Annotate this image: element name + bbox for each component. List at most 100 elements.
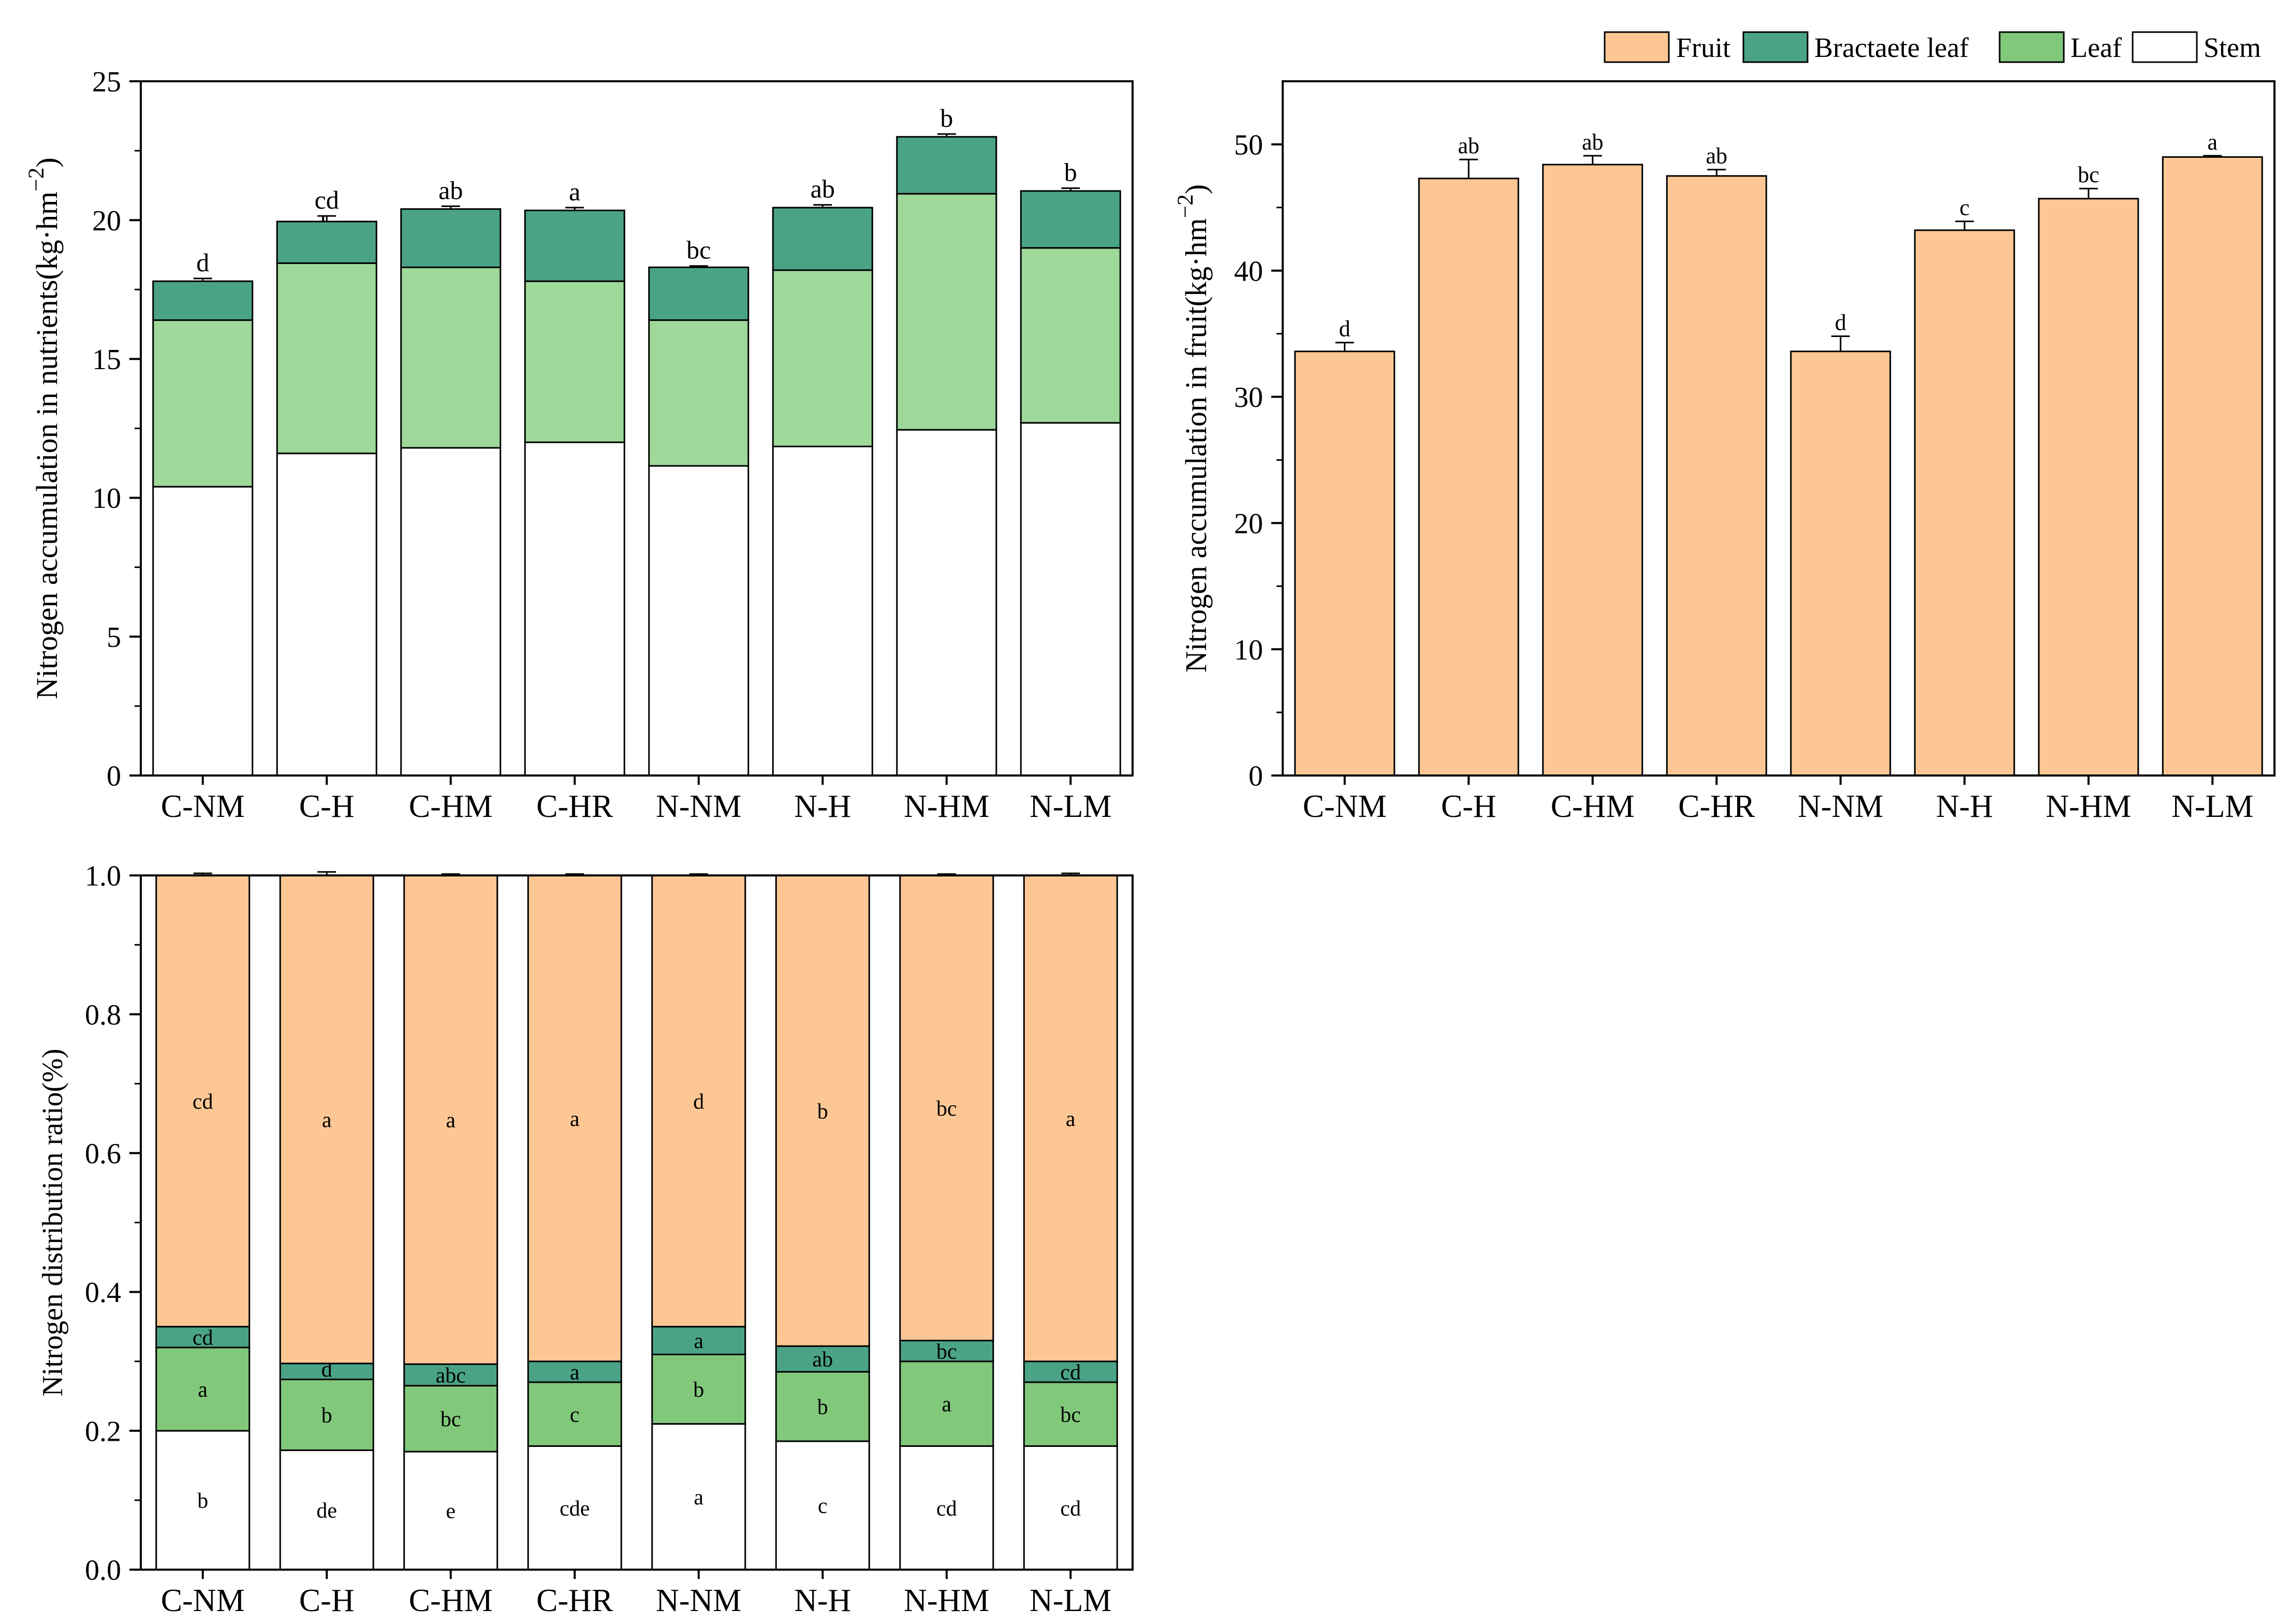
bar-bractaete-leaf-n-h bbox=[775, 1345, 870, 1373]
bar-fruit-n-hm bbox=[899, 874, 994, 1341]
legend-swatch bbox=[2132, 31, 2198, 63]
bar-bractaete-leaf-c-h bbox=[276, 221, 377, 264]
significance-letter-bractaete-leaf-c-nm: cd bbox=[193, 1326, 213, 1350]
significance-letter-fruit-c-hm: ab bbox=[1582, 129, 1604, 155]
bar-stem-c-nm bbox=[155, 1430, 251, 1571]
series-leaf: bcbbbccbabc bbox=[152, 158, 1121, 488]
legend-swatch bbox=[1999, 31, 2065, 63]
significance-letter-bractaete-leaf-n-h: ab bbox=[812, 1348, 833, 1372]
significance-letter-fruit-c-hr: a bbox=[570, 1107, 580, 1131]
y-tick-label: 10 bbox=[1234, 634, 1263, 666]
bar-stem-n-nm bbox=[648, 465, 750, 777]
significance-letter-bractaete-leaf-c-hm: ab bbox=[438, 175, 463, 204]
y-tick-label: 0.0 bbox=[85, 1555, 121, 1587]
significance-letter-stem-n-lm: cd bbox=[1060, 1497, 1081, 1520]
bar-stem-n-h bbox=[775, 1440, 870, 1571]
significance-letter-fruit-n-h: b bbox=[817, 1100, 828, 1123]
y-tick-label: 50 bbox=[1234, 129, 1263, 162]
bar-bractaete-leaf-n-nm bbox=[648, 266, 750, 321]
bar-stem-c-hr bbox=[524, 441, 625, 777]
significance-letter-leaf-n-hm: a bbox=[942, 1393, 951, 1416]
x-tick-label-n-hm: N-HM bbox=[2046, 789, 2131, 824]
significance-letter-stem-c-nm: b bbox=[197, 1489, 208, 1513]
significance-letter-bractaete-leaf-c-nm: d bbox=[196, 248, 209, 277]
x-tick-label-c-hr: C-HR bbox=[536, 789, 613, 824]
x-tick-label-c-nm: C-NM bbox=[1303, 789, 1387, 824]
significance-letter-leaf-c-hm: bc bbox=[441, 1408, 461, 1431]
bar-stem-n-lm bbox=[1020, 422, 1121, 777]
significance-letter-fruit-n-hm: bc bbox=[936, 1097, 957, 1121]
significance-letter-fruit-c-hm: a bbox=[446, 1109, 456, 1133]
series-leaf: ab bc cbb a bc bbox=[155, 1345, 1118, 1453]
bar-leaf-n-h bbox=[775, 1371, 870, 1442]
significance-letter-leaf-n-lm: bc bbox=[1060, 1403, 1081, 1427]
bar-fruit-c-hm bbox=[1542, 164, 1643, 777]
legend-label: Fruit bbox=[1676, 32, 1730, 63]
panel-nitrogen-accumulation-nutrients: ecdbcdabcdbcdababcbbbccbabcdcdababcabbb0… bbox=[24, 66, 1134, 824]
y-tick-label: 0.4 bbox=[85, 1277, 121, 1309]
y-tick-label: 10 bbox=[92, 482, 121, 515]
significance-letter-bractaete-leaf-n-nm: bc bbox=[686, 236, 711, 265]
bar-stem-c-h bbox=[276, 452, 377, 777]
significance-letter-leaf-n-nm: b bbox=[693, 1378, 704, 1402]
bar-bractaete-leaf-n-lm bbox=[1020, 190, 1121, 249]
significance-letter-fruit-n-lm: a bbox=[2207, 129, 2218, 155]
significance-letter-leaf-c-h: b bbox=[321, 1404, 332, 1428]
bar-fruit-n-nm bbox=[651, 874, 746, 1328]
significance-letter-fruit-n-nm: d bbox=[1835, 310, 1846, 335]
y-tick-label: 0 bbox=[1249, 760, 1263, 793]
x-tick-label-c-hr: C-HR bbox=[1678, 789, 1755, 824]
significance-letter-bractaete-leaf-c-h: cd bbox=[315, 185, 339, 214]
bar-fruit-c-nm bbox=[155, 874, 251, 1328]
significance-letter-bractaete-leaf-n-h: ab bbox=[811, 174, 835, 203]
significance-letter-bractaete-leaf-c-hm: abc bbox=[436, 1364, 466, 1388]
y-tick-label: 20 bbox=[92, 205, 121, 237]
bar-fruit-c-hr bbox=[527, 874, 622, 1363]
significance-letter-stem-c-hr: cde bbox=[560, 1497, 590, 1520]
significance-letter-bractaete-leaf-n-lm: cd bbox=[1060, 1361, 1081, 1385]
significance-letter-fruit-c-nm: cd bbox=[193, 1090, 213, 1114]
significance-letter-stem-n-nm: a bbox=[694, 1486, 703, 1510]
x-tick-label-c-nm: C-NM bbox=[161, 1583, 245, 1618]
legend-swatch bbox=[1604, 31, 1670, 63]
y-tick-label: 20 bbox=[1234, 508, 1263, 540]
y-axis: 0 5 10 15 20 25 bbox=[92, 66, 141, 793]
series-fruit: cd a a a d b bc a bbox=[155, 871, 1118, 1365]
y-axis-label: Nitrogen accumulation in fruit(kg·hm−2) bbox=[1173, 184, 1213, 672]
legend-item-fruit: Fruit bbox=[1604, 31, 1730, 63]
x-axis: C-NM C-H C-HM C-HR N-NM N-H N-HM N-LM bbox=[161, 1570, 1111, 1618]
legend-label: Stem bbox=[2204, 32, 2261, 63]
bar-leaf-n-h bbox=[772, 269, 873, 447]
significance-letter-bractaete-leaf-n-nm: a bbox=[694, 1329, 703, 1353]
bar-bractaete-leaf-c-hr bbox=[524, 209, 625, 282]
bar-leaf-c-hr bbox=[524, 280, 625, 443]
x-axis: C-NM C-H C-HM C-HR N-NM N-H N-HM N-LM bbox=[1303, 776, 2253, 824]
x-tick-label-c-h: C-H bbox=[299, 1583, 355, 1618]
y-tick-label: 25 bbox=[92, 66, 121, 98]
significance-letter-fruit-c-nm: d bbox=[1339, 316, 1350, 342]
x-tick-label-c-hm: C-HM bbox=[409, 1583, 493, 1618]
bar-bractaete-leaf-c-nm bbox=[152, 280, 254, 321]
x-tick-label-c-h: C-H bbox=[299, 789, 355, 824]
bar-stem-c-hm bbox=[400, 447, 502, 777]
significance-letter-stem-n-h: c bbox=[818, 1495, 828, 1518]
bar-fruit-c-nm bbox=[1294, 350, 1396, 777]
legend-item-bractaete-leaf: Bractaete leaf bbox=[1742, 31, 1969, 63]
legend-label: Leaf bbox=[2071, 32, 2122, 63]
bar-leaf-n-lm bbox=[1020, 247, 1121, 424]
bar-leaf-c-hm bbox=[400, 266, 502, 449]
bar-leaf-c-nm bbox=[152, 319, 254, 488]
significance-letter-bractaete-leaf-n-hm: bc bbox=[936, 1340, 957, 1364]
x-tick-label-n-h: N-H bbox=[794, 789, 851, 824]
x-tick-label-c-nm: C-NM bbox=[161, 789, 245, 824]
y-tick-label: 0.6 bbox=[85, 1138, 121, 1170]
significance-letter-fruit-c-hr: ab bbox=[1706, 143, 1727, 169]
bar-leaf-c-h bbox=[279, 1379, 374, 1451]
y-tick-label: 30 bbox=[1234, 382, 1263, 414]
significance-letter-leaf-c-hr: c bbox=[570, 1403, 580, 1427]
x-tick-label-n-hm: N-HM bbox=[904, 1583, 989, 1618]
legend-label: Bractaete leaf bbox=[1814, 32, 1969, 63]
significance-letter-fruit-c-h: ab bbox=[1458, 133, 1479, 158]
bar-stem-c-hr bbox=[527, 1445, 622, 1571]
significance-letter-fruit-c-h: a bbox=[322, 1108, 332, 1132]
